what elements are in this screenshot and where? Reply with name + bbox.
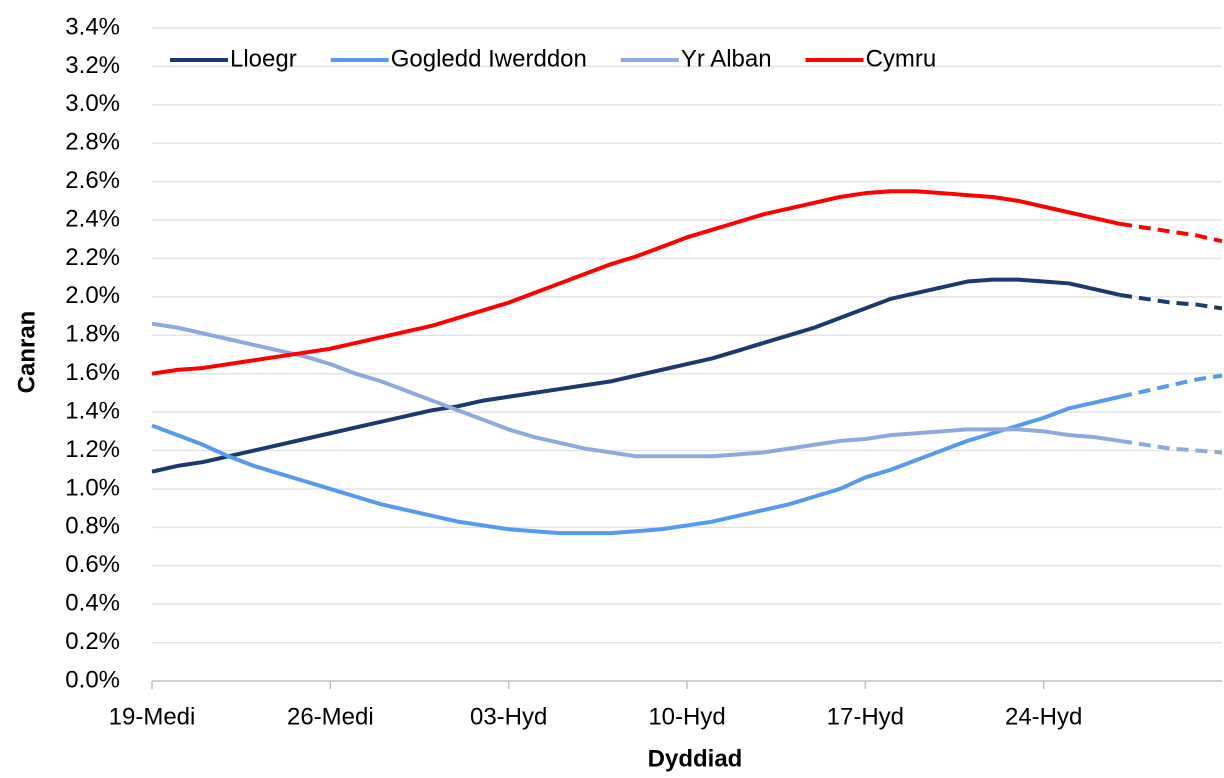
y-tick-label: 1.8% xyxy=(65,321,120,348)
y-tick-label: 2.2% xyxy=(65,244,120,271)
x-tick-label: 19-Medi xyxy=(109,703,196,730)
y-tick-label: 0.4% xyxy=(65,590,120,617)
series-line xyxy=(151,277,1121,474)
x-tick-label: 26-Medi xyxy=(287,703,374,730)
series-line-dashed xyxy=(1119,373,1223,399)
y-tick-label: 0.2% xyxy=(65,628,120,655)
y-tick-label: 1.6% xyxy=(65,359,120,386)
y-axis-title: Canran xyxy=(13,311,40,394)
y-tick-label: 3.4% xyxy=(65,13,120,40)
legend-label: Yr Alban xyxy=(681,45,772,72)
x-axis-title: Dyddiad xyxy=(648,745,743,772)
series-line xyxy=(151,394,1121,536)
series-line-dashed xyxy=(1119,292,1223,311)
x-tick-label: 03-Hyd xyxy=(470,703,547,730)
y-tick-label: 0.6% xyxy=(65,551,120,578)
y-tick-label: 2.6% xyxy=(65,167,120,194)
y-tick-label: 3.0% xyxy=(65,90,120,117)
y-tick-label: 0.0% xyxy=(65,666,120,693)
y-tick-label: 2.4% xyxy=(65,205,120,232)
y-tick-label: 1.2% xyxy=(65,436,120,463)
y-tick-label: 1.0% xyxy=(65,474,120,501)
y-tick-label: 0.8% xyxy=(65,513,120,540)
x-tick-label: 17-Hyd xyxy=(827,703,904,730)
legend-label: Gogledd Iwerddon xyxy=(391,45,587,72)
y-tick-label: 3.2% xyxy=(65,52,120,79)
x-tick-label: 24-Hyd xyxy=(1005,703,1082,730)
x-tick-label: 10-Hyd xyxy=(648,703,725,730)
legend-label: Lloegr xyxy=(230,45,297,72)
y-tick-label: 2.8% xyxy=(65,129,120,156)
series-line xyxy=(151,189,1121,376)
y-tick-label: 2.0% xyxy=(65,282,120,309)
series-line xyxy=(151,321,1121,459)
legend-label: Cymru xyxy=(866,45,937,72)
y-tick-label: 1.4% xyxy=(65,397,120,424)
series-line-dashed xyxy=(1119,438,1223,455)
series-line-dashed xyxy=(1119,221,1223,244)
